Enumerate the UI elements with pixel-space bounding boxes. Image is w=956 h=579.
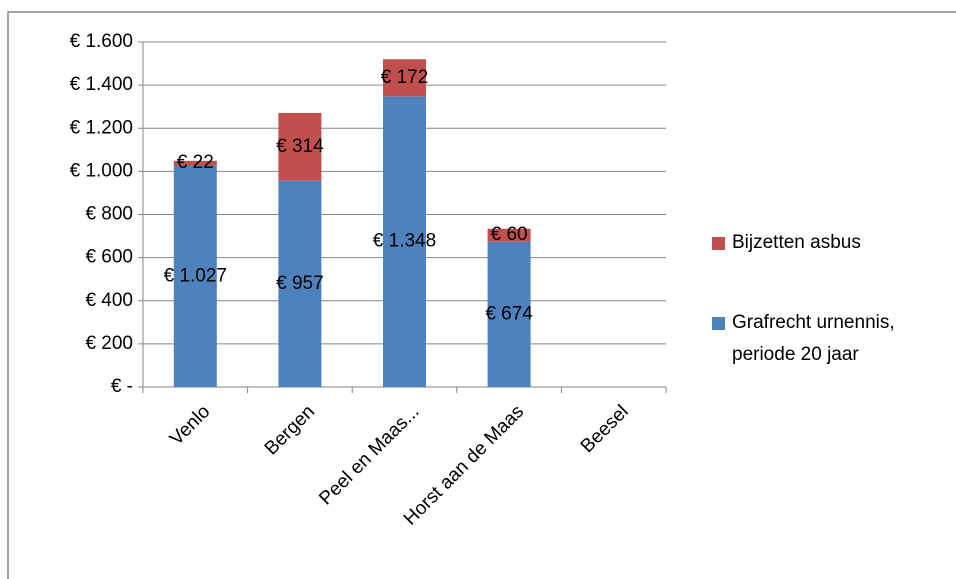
bar-segment	[383, 96, 426, 388]
y-tick-label: € 400	[85, 290, 133, 311]
data-label: € 60	[491, 224, 528, 245]
data-label: € 1.027	[164, 265, 227, 286]
bar-segment	[173, 165, 217, 387]
y-tick-label: € 1.600	[70, 31, 133, 52]
data-label: € 172	[381, 67, 429, 88]
y-tick-label: € 1.000	[70, 160, 133, 181]
bar-segment	[278, 112, 322, 181]
y-tick-label: € 200	[85, 333, 133, 354]
data-label: € 957	[276, 273, 324, 294]
data-label: € 674	[485, 303, 533, 324]
legend-label: Bijzetten asbus	[732, 232, 861, 253]
y-tick-label: € -	[111, 376, 133, 397]
legend-label: Grafrecht urnennis, periode 20 jaar	[732, 312, 895, 365]
y-tick-label: € 600	[85, 247, 133, 268]
bar-segment	[487, 228, 531, 242]
chart-frame	[7, 11, 956, 579]
bar-segment	[173, 160, 217, 166]
data-label: € 314	[276, 136, 324, 157]
legend-swatch	[712, 317, 725, 330]
data-label: € 22	[177, 152, 214, 173]
legend-entry: Grafrecht urnennis, periode 20 jaar	[732, 312, 895, 365]
data-label: € 1.348	[373, 231, 436, 252]
y-tick-label: € 1.400	[70, 74, 133, 95]
legend-entry: Bijzetten asbus	[732, 232, 861, 253]
bar-segment	[383, 59, 426, 97]
bar-segment	[487, 241, 531, 387]
y-tick-label: € 1.200	[70, 117, 133, 138]
y-tick-label: € 800	[85, 204, 133, 225]
bar-segment	[278, 180, 322, 387]
legend-swatch	[712, 237, 725, 250]
